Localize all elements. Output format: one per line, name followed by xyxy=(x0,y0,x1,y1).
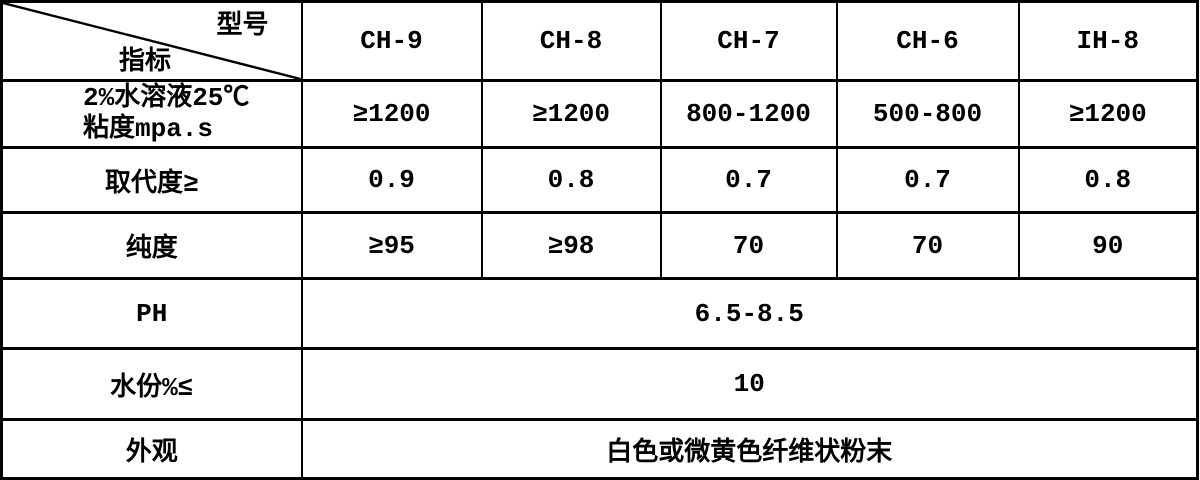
substitution-row: 取代度≥ 0.9 0.8 0.7 0.7 0.8 xyxy=(0,146,1199,214)
viscosity-row: 2%水溶液25℃ 粘度mpa.s ≥1200 ≥1200 800-1200 50… xyxy=(0,79,1199,149)
value-cell-merged: 10 xyxy=(300,347,1199,421)
purity-row: 纯度 ≥95 ≥98 70 70 90 xyxy=(0,211,1199,280)
value-cell-merged: 白色或微黄色纤维状粉末 xyxy=(300,418,1199,480)
corner-label-indicator: 指标 xyxy=(119,47,172,77)
value-cell: 70 xyxy=(835,211,1020,280)
value-cell: 0.7 xyxy=(659,146,838,214)
value-cell: 70 xyxy=(659,211,838,280)
column-header-ch9: CH-9 xyxy=(300,0,483,82)
row-label-appearance: 外观 xyxy=(0,418,303,480)
row-label-purity: 纯度 xyxy=(0,211,303,280)
appearance-row: 外观 白色或微黄色纤维状粉末 xyxy=(0,418,1199,480)
value-cell: 0.9 xyxy=(300,146,483,214)
header-row: 型号 指标 CH-9 CH-8 CH-7 CH-6 IH-8 xyxy=(0,0,1199,82)
corner-label-model: 型号 xyxy=(216,11,269,41)
corner-cell: 型号 指标 xyxy=(0,0,303,82)
value-cell: 0.8 xyxy=(480,146,662,214)
moisture-row: 水份%≤ 10 xyxy=(0,347,1199,421)
value-cell-merged: 6.5-8.5 xyxy=(300,277,1199,350)
row-label-ph: PH xyxy=(0,277,303,350)
value-cell: ≥1200 xyxy=(480,79,662,149)
value-cell: 800-1200 xyxy=(659,79,838,149)
value-cell: 0.8 xyxy=(1017,146,1199,214)
column-header-ih8: IH-8 xyxy=(1017,0,1199,82)
column-header-ch8: CH-8 xyxy=(480,0,662,82)
row-label-substitution: 取代度≥ xyxy=(0,146,303,214)
value-cell: ≥95 xyxy=(300,211,483,280)
diagonal-divider xyxy=(4,4,300,78)
value-cell: ≥98 xyxy=(480,211,662,280)
value-cell: 500-800 xyxy=(835,79,1020,149)
column-header-ch7: CH-7 xyxy=(659,0,838,82)
column-header-ch6: CH-6 xyxy=(835,0,1020,82)
value-cell: 90 xyxy=(1017,211,1199,280)
value-cell: 0.7 xyxy=(835,146,1020,214)
value-cell: ≥1200 xyxy=(1017,79,1199,149)
ph-row: PH 6.5-8.5 xyxy=(0,277,1199,350)
row-label-viscosity: 2%水溶液25℃ 粘度mpa.s xyxy=(0,79,303,149)
row-label-moisture: 水份%≤ xyxy=(0,347,303,421)
value-cell: ≥1200 xyxy=(300,79,483,149)
